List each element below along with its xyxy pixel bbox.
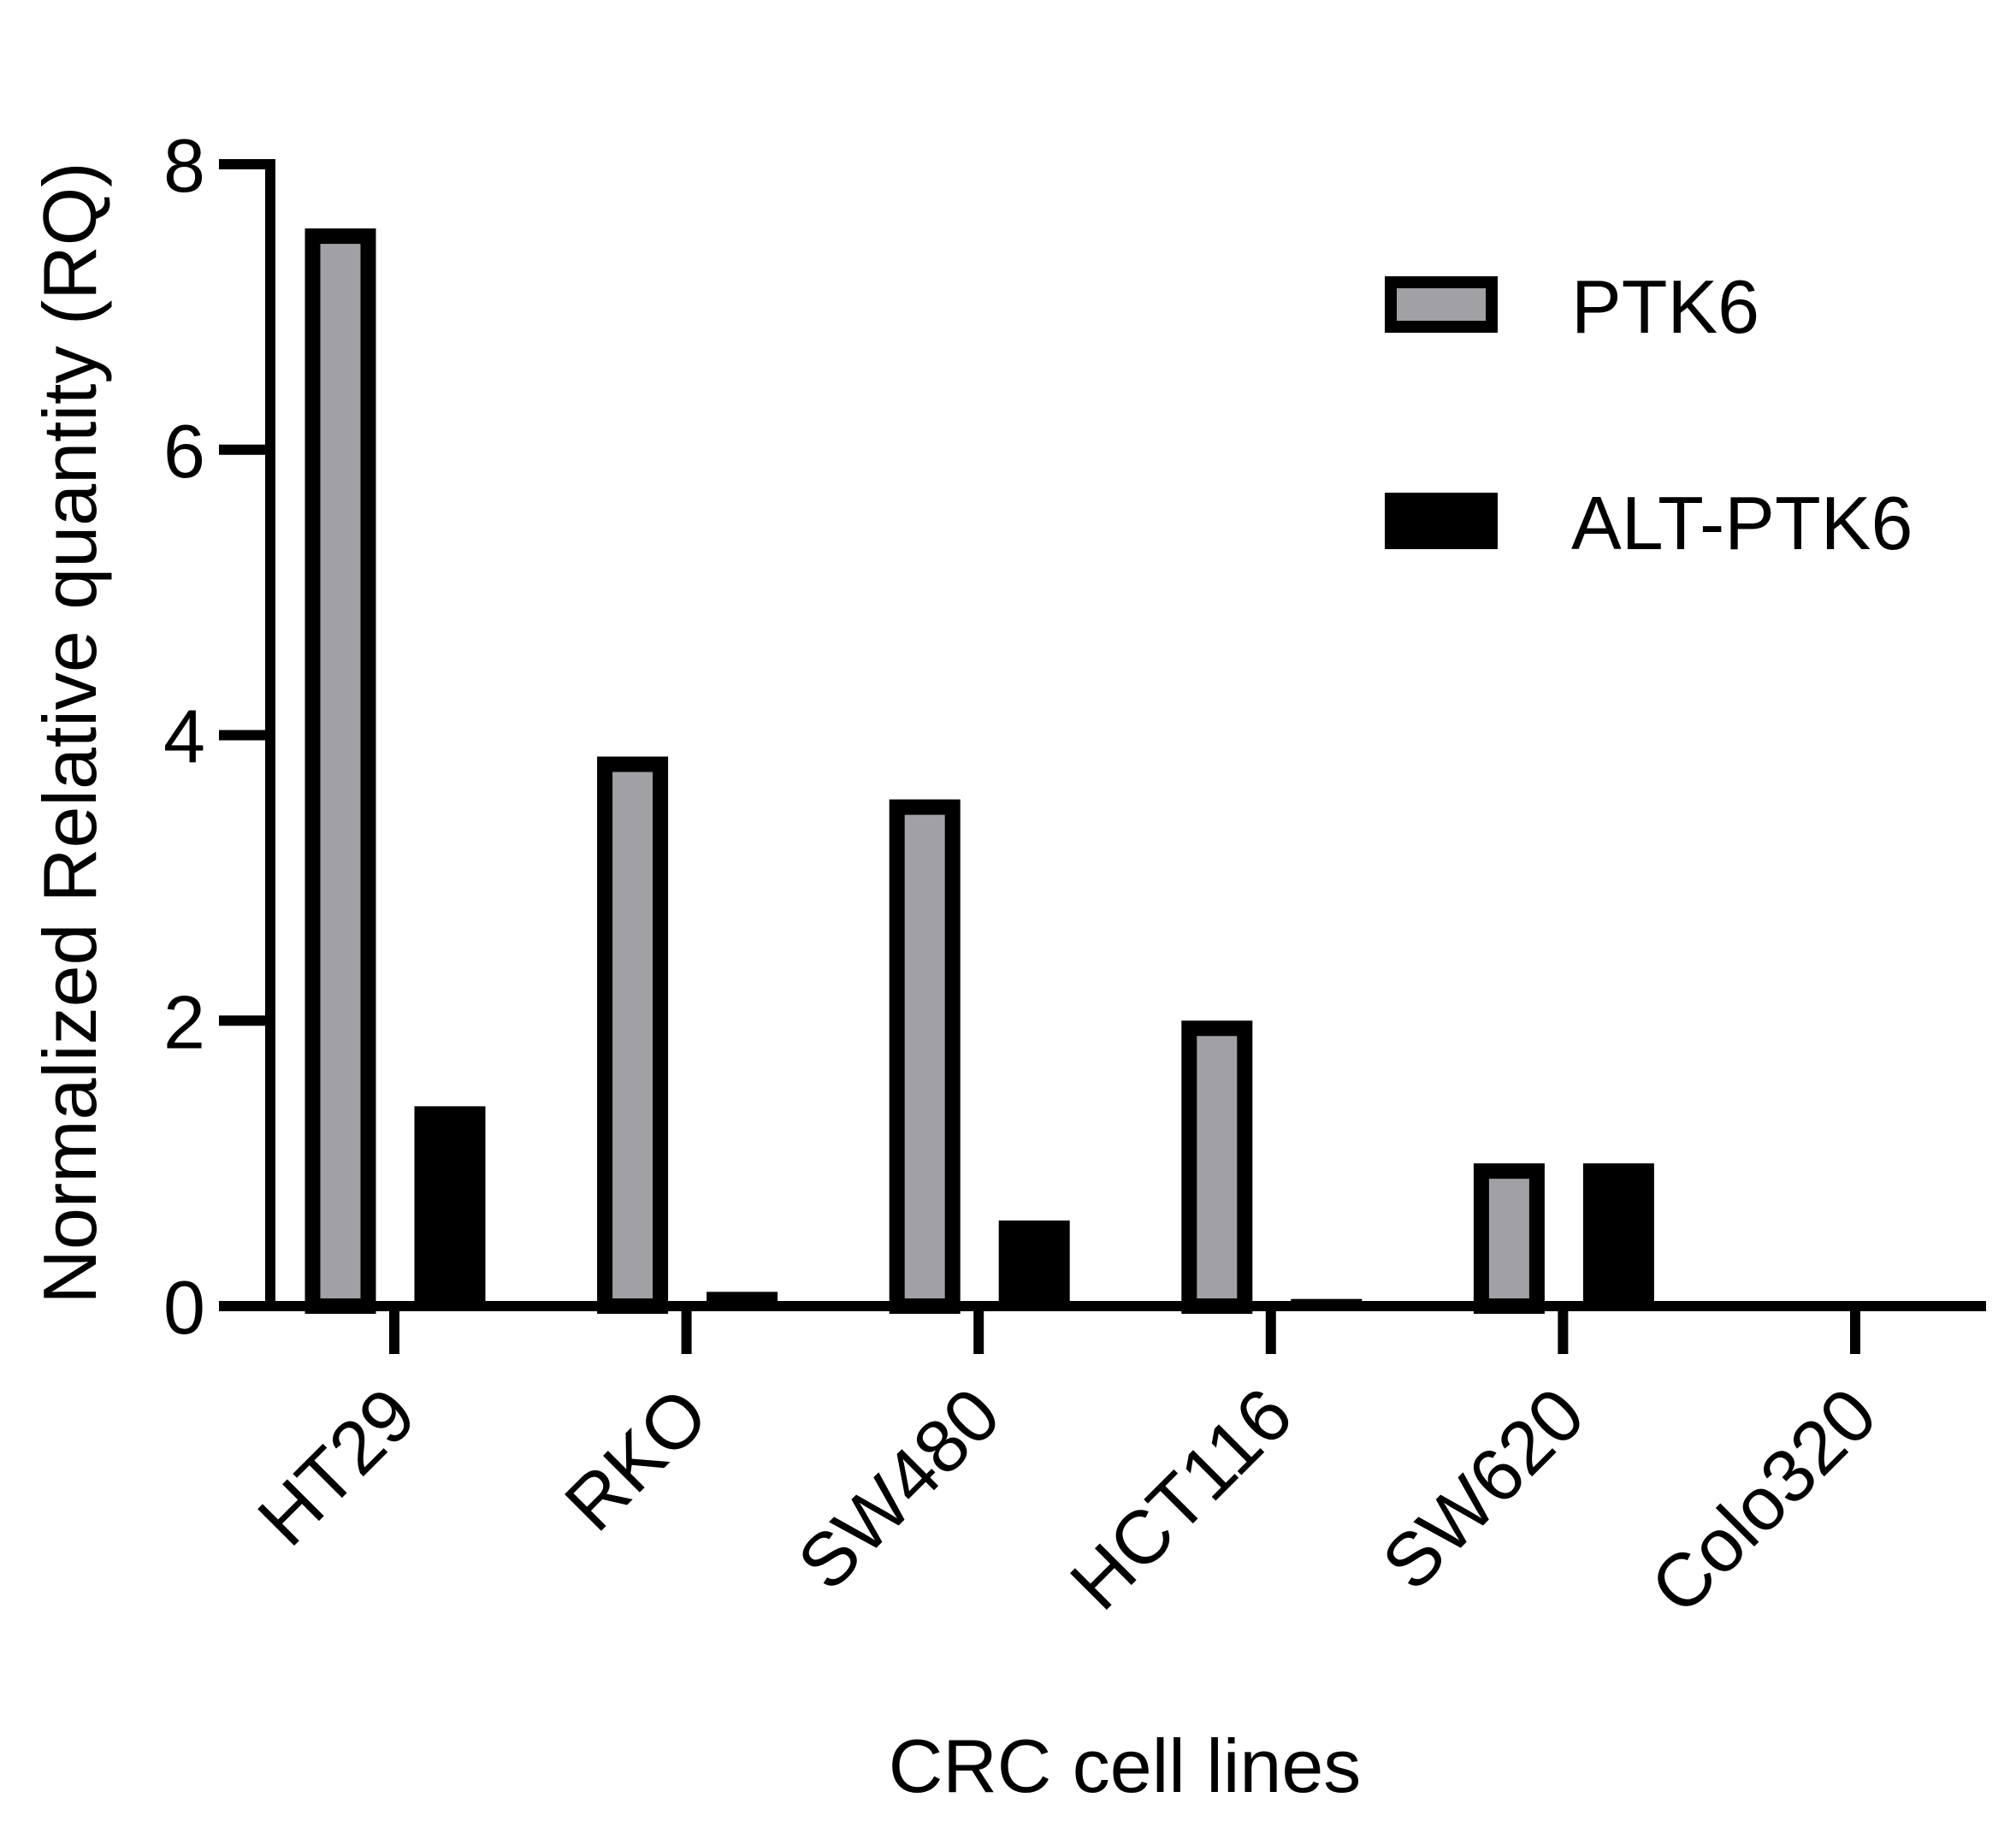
bar [998,1220,1070,1306]
legend-swatch [1385,493,1498,549]
legend-label: ALT-PTK6 [1571,481,1913,565]
bar [1473,1163,1545,1314]
x-tick-label: HT29 [241,1371,431,1561]
y-tick-label: 6 [163,409,205,494]
bar [304,228,376,1314]
y-axis-title: Normalized Relative quantity (RQ) [27,162,112,1304]
y-tick-label: 4 [163,695,205,779]
y-tick-label: 8 [163,123,205,208]
x-tick-label: Colo320 [1635,1371,1893,1629]
x-tick-label: SW620 [1366,1371,1600,1605]
x-tick-label: HCT116 [1054,1371,1308,1625]
x-tick-label: RKO [548,1371,724,1546]
bar [1181,1020,1253,1314]
bar [889,799,961,1314]
x-tick-label: SW480 [782,1371,1016,1605]
bar [597,756,669,1314]
y-tick-label: 2 [163,979,205,1064]
y-tick-label: 0 [163,1265,205,1350]
bar [414,1106,486,1306]
bar [1582,1163,1654,1306]
x-axis-title: CRC cell lines [889,1724,1362,1808]
legend-label: PTK6 [1571,264,1759,349]
legend-swatch [1385,276,1498,333]
